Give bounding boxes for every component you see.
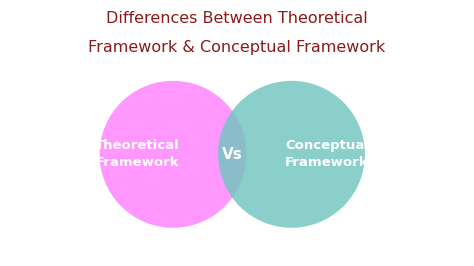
Ellipse shape	[218, 81, 365, 228]
Text: Conceptual
Framework: Conceptual Framework	[285, 139, 369, 169]
Ellipse shape	[100, 81, 246, 228]
Text: Vs: Vs	[222, 147, 243, 162]
Text: Theoretical
Framework: Theoretical Framework	[95, 139, 180, 169]
Text: Differences Between Theoretical: Differences Between Theoretical	[106, 11, 368, 26]
Text: Framework & Conceptual Framework: Framework & Conceptual Framework	[88, 40, 386, 55]
